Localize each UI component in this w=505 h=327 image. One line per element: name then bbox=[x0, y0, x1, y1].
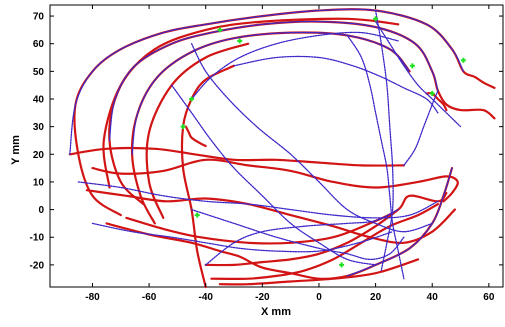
series-red-path-13 bbox=[68, 146, 405, 167]
x-axis: -80 -60 -40 -20 0 20 40 60 bbox=[85, 5, 495, 303]
y-tick-label-4: 20 bbox=[33, 150, 45, 161]
x-tick-label-0: -80 bbox=[85, 292, 100, 303]
series-red-path-11 bbox=[91, 158, 459, 203]
series-blue-path-13 bbox=[91, 222, 394, 253]
series-blue-path-7 bbox=[205, 208, 399, 266]
series-blue-path-1 bbox=[108, 20, 439, 142]
x-tick-label-2: -40 bbox=[198, 292, 213, 303]
x-tick-label-6: 40 bbox=[427, 292, 439, 303]
x-tick-label-1: -60 bbox=[142, 292, 157, 303]
series-blue-path-0 bbox=[69, 8, 465, 155]
y-tick-label-8: 60 bbox=[33, 39, 45, 50]
series-blue-path-4 bbox=[190, 31, 399, 100]
x-tick-label-4: 0 bbox=[316, 292, 322, 303]
series-red-path-3 bbox=[102, 17, 400, 189]
series-blue-path-6 bbox=[190, 208, 405, 261]
x-axis-label: X mm bbox=[261, 306, 291, 318]
series-blue-path-8 bbox=[171, 84, 377, 266]
series-red-path-9 bbox=[204, 208, 400, 267]
y-tick-label-7: 50 bbox=[33, 67, 45, 78]
series-blue-group bbox=[69, 8, 465, 280]
series-red-path-4 bbox=[145, 42, 250, 219]
series-red-path-14 bbox=[218, 258, 420, 286]
x-tick-label-5: 20 bbox=[370, 292, 382, 303]
plot-frame bbox=[49, 4, 504, 288]
y-tick-label-5: 30 bbox=[33, 122, 45, 133]
series-blue-path-15 bbox=[403, 90, 439, 167]
y-tick-label-0: -20 bbox=[30, 260, 45, 271]
series-red-path-12 bbox=[85, 189, 456, 245]
series-blue-path-10 bbox=[346, 34, 405, 280]
series-blue-path-2 bbox=[131, 31, 411, 155]
series-red-path-8 bbox=[125, 191, 448, 245]
y-tick-label-6: 40 bbox=[33, 95, 45, 106]
y-axis-label: Y mm bbox=[10, 135, 22, 165]
series-blue-path-5 bbox=[374, 20, 462, 128]
x-tick-label-7: 60 bbox=[483, 292, 495, 303]
series-blue-path-11 bbox=[374, 9, 394, 272]
series-blue-path-12 bbox=[77, 181, 439, 219]
x-tick-label-3: -20 bbox=[255, 292, 270, 303]
series-red-path-6 bbox=[180, 64, 236, 289]
series-red-path-10 bbox=[210, 203, 439, 281]
series-layer bbox=[68, 8, 496, 289]
y-axis: -20 -10 0 10 20 30 40 50 60 70 bbox=[30, 12, 503, 271]
y-tick-label-3: 10 bbox=[33, 177, 45, 188]
y-tick-label-9: 70 bbox=[33, 12, 45, 23]
series-red-path-5 bbox=[184, 125, 207, 148]
y-tick-label-2: 0 bbox=[38, 205, 44, 216]
marker-layer bbox=[180, 16, 466, 268]
series-blue-path-3 bbox=[233, 55, 439, 114]
series-blue-path-14 bbox=[346, 167, 453, 277]
plot-area bbox=[49, 4, 504, 289]
y-tick-label-1: -10 bbox=[30, 233, 45, 244]
